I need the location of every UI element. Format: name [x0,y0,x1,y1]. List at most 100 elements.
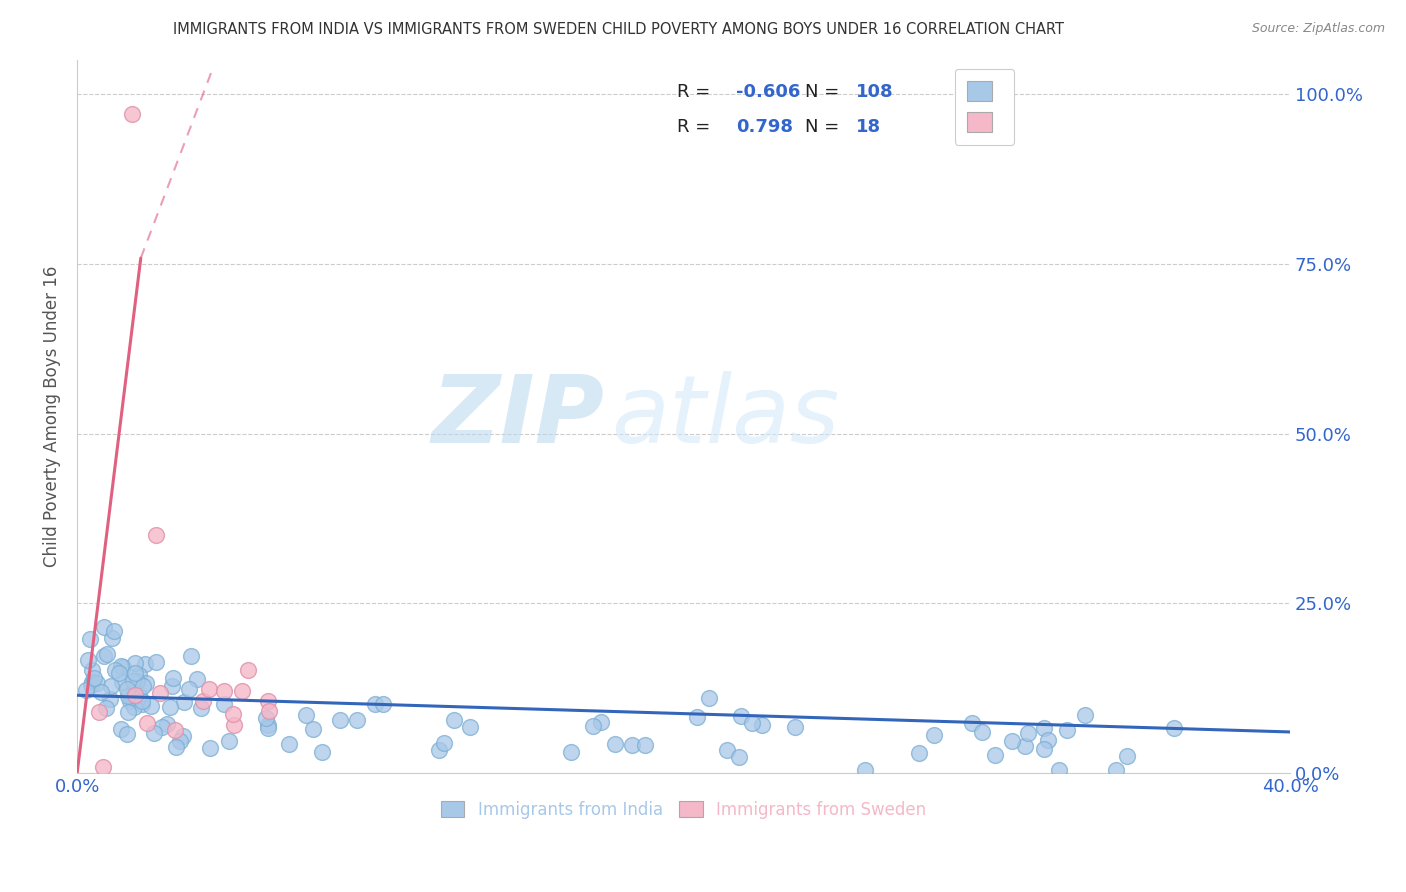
Point [364,697,387,711]
Point [177,681,200,696]
Point [922,727,945,741]
Point [222,717,245,731]
Point [371,697,394,711]
Point [173,695,195,709]
Point [295,708,318,723]
Point [86,676,108,690]
Point [124,665,146,680]
Point [100,679,122,693]
Point [257,717,280,731]
Point [110,674,132,689]
Point [117,689,139,703]
Text: 108: 108 [856,83,893,101]
Point [198,681,221,696]
Point [77,653,100,667]
Point [128,688,150,702]
Point [751,718,773,732]
Point [121,107,143,121]
Point [582,719,605,733]
Point [134,657,156,671]
Point [1017,726,1039,740]
Point [1074,707,1097,722]
Point [257,721,280,735]
Point [80,675,103,690]
Point [621,738,644,752]
Point [104,663,127,677]
Point [82,663,104,677]
Point [218,734,240,748]
Point [191,694,214,708]
Point [103,624,125,638]
Point [93,620,115,634]
Text: 18: 18 [856,119,882,136]
Point [143,726,166,740]
Point [115,727,138,741]
Point [727,750,749,764]
Point [1105,763,1128,777]
Point [110,659,132,673]
Point [311,745,333,759]
Point [231,684,253,698]
Point [560,745,582,759]
Point [278,737,301,751]
Point [1056,723,1078,737]
Point [83,671,105,685]
Point [90,685,112,699]
Point [458,720,481,734]
Point [118,694,141,708]
Text: R =: R = [678,119,711,136]
Point [633,738,655,752]
Point [190,701,212,715]
Point [427,743,450,757]
Point [1047,763,1070,777]
Point [1163,722,1185,736]
Point [115,681,138,696]
Point [124,689,146,703]
Point [716,743,738,757]
Point [163,723,186,737]
Point [222,706,245,721]
Point [603,737,626,751]
Point [117,706,139,720]
Text: IMMIGRANTS FROM INDIA VS IMMIGRANTS FROM SWEDEN CHILD POVERTY AMONG BOYS UNDER 1: IMMIGRANTS FROM INDIA VS IMMIGRANTS FROM… [173,22,1064,37]
Point [162,679,184,693]
Point [983,747,1005,762]
Point [783,720,806,734]
Text: N =: N = [804,83,839,101]
Point [80,678,103,692]
Point [329,714,352,728]
Point [730,708,752,723]
Point [970,724,993,739]
Point [145,528,167,542]
Point [198,741,221,756]
Point [156,717,179,731]
Point [139,699,162,714]
Y-axis label: Child Poverty Among Boys Under 16: Child Poverty Among Boys Under 16 [44,266,60,567]
Point [131,698,153,712]
Point [75,683,97,698]
Point [121,690,143,705]
Point [91,759,114,773]
Point [741,715,763,730]
Text: -0.606: -0.606 [735,83,800,101]
Point [122,699,145,714]
Point [302,722,325,736]
Point [1115,748,1137,763]
Point [853,763,876,777]
Point [135,716,157,731]
Point [135,676,157,690]
Point [145,656,167,670]
Point [1014,739,1036,754]
Point [908,746,931,760]
Text: atlas: atlas [610,371,839,462]
Point [110,723,132,737]
Point [162,671,184,685]
Point [443,713,465,727]
Point [131,693,153,707]
Point [1033,742,1056,756]
Point [111,659,134,673]
Point [128,668,150,682]
Point [1036,732,1059,747]
Point [212,698,235,712]
Point [180,648,202,663]
